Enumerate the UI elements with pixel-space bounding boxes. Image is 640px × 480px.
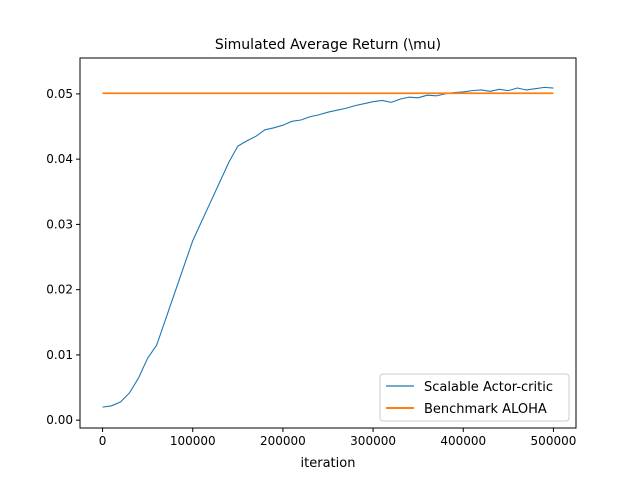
y-tick-label: 0.01 bbox=[46, 348, 73, 362]
x-tick-label: 300000 bbox=[350, 434, 396, 448]
y-tick-label: 0.05 bbox=[46, 87, 73, 101]
x-tick-label: 500000 bbox=[531, 434, 577, 448]
x-axis: 0 100000 200000 300000 400000 500000 bbox=[99, 428, 577, 448]
y-tick-label: 0.02 bbox=[46, 283, 73, 297]
y-tick-label: 0.03 bbox=[46, 217, 73, 231]
y-axis: 0.00 0.01 0.02 0.03 0.04 0.05 bbox=[46, 87, 80, 427]
x-tick-label: 100000 bbox=[170, 434, 216, 448]
y-tick-label: 0.00 bbox=[46, 413, 73, 427]
plot-area bbox=[102, 86, 554, 408]
x-tick-label: 400000 bbox=[440, 434, 486, 448]
legend-label-scalable-actor-critic: Scalable Actor-critic bbox=[424, 380, 553, 395]
x-tick-label: 0 bbox=[99, 434, 107, 448]
axes-frame bbox=[79, 57, 577, 429]
x-axis-label: iteration bbox=[301, 456, 356, 471]
legend-box bbox=[379, 373, 570, 422]
legend: Scalable Actor-critic Benchmark ALOHA bbox=[379, 373, 570, 422]
legend-label-benchmark-aloha: Benchmark ALOHA bbox=[424, 402, 547, 417]
x-tick-label: 200000 bbox=[260, 434, 306, 448]
series-line-scalable-actor-critic bbox=[102, 86, 554, 408]
y-tick-label: 0.04 bbox=[46, 152, 73, 166]
chart-title: Simulated Average Return (\mu) bbox=[215, 37, 441, 53]
